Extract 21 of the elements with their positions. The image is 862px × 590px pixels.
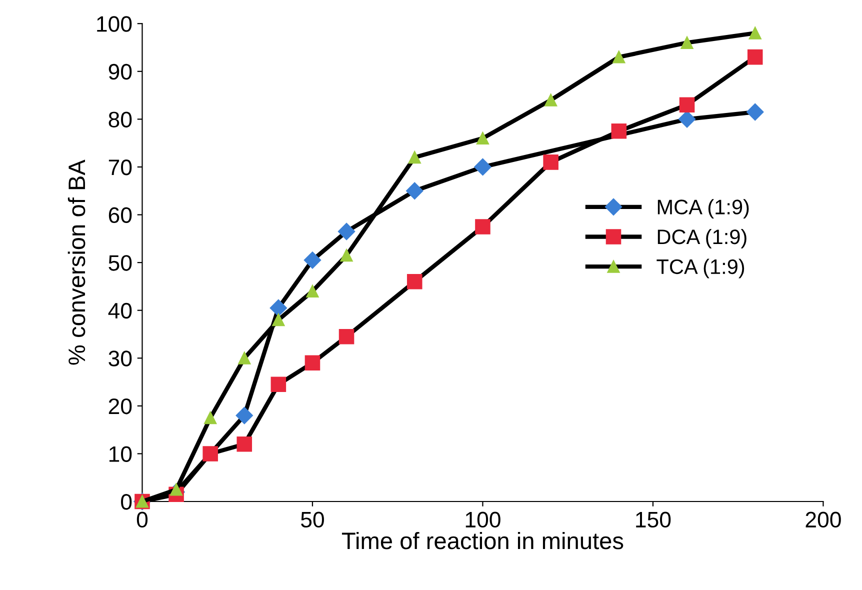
x-tick-label: 150 xyxy=(636,512,671,528)
y-tick-label: 70 xyxy=(108,160,132,176)
legend-label: TCA (1:9) xyxy=(656,258,744,278)
y-tick-label: 0 xyxy=(121,494,132,510)
x-axis-title: Time of reaction in minutes xyxy=(342,532,624,550)
y-axis-title: % conversion of BA xyxy=(68,160,86,365)
x-tick-label: 100 xyxy=(466,512,500,528)
y-tick-label: 40 xyxy=(108,302,132,319)
legend-label: MCA (1:9) xyxy=(658,199,749,219)
legend-label: DCA (1:9) xyxy=(658,228,746,248)
y-tick-label: 30 xyxy=(108,350,132,366)
x-tick-label: 200 xyxy=(806,512,841,528)
y-tick-label: 10 xyxy=(109,446,132,462)
y-tick-label: 90 xyxy=(108,64,132,80)
x-tick-label: 50 xyxy=(301,512,324,528)
x-tick-label: 0 xyxy=(136,512,148,528)
y-tick-label: 100 xyxy=(97,16,132,32)
y-tick-label: 20 xyxy=(108,398,132,414)
y-tick-label: 60 xyxy=(108,207,132,224)
y-tick-label: 80 xyxy=(108,112,132,128)
y-tick-label: 50 xyxy=(108,255,132,271)
